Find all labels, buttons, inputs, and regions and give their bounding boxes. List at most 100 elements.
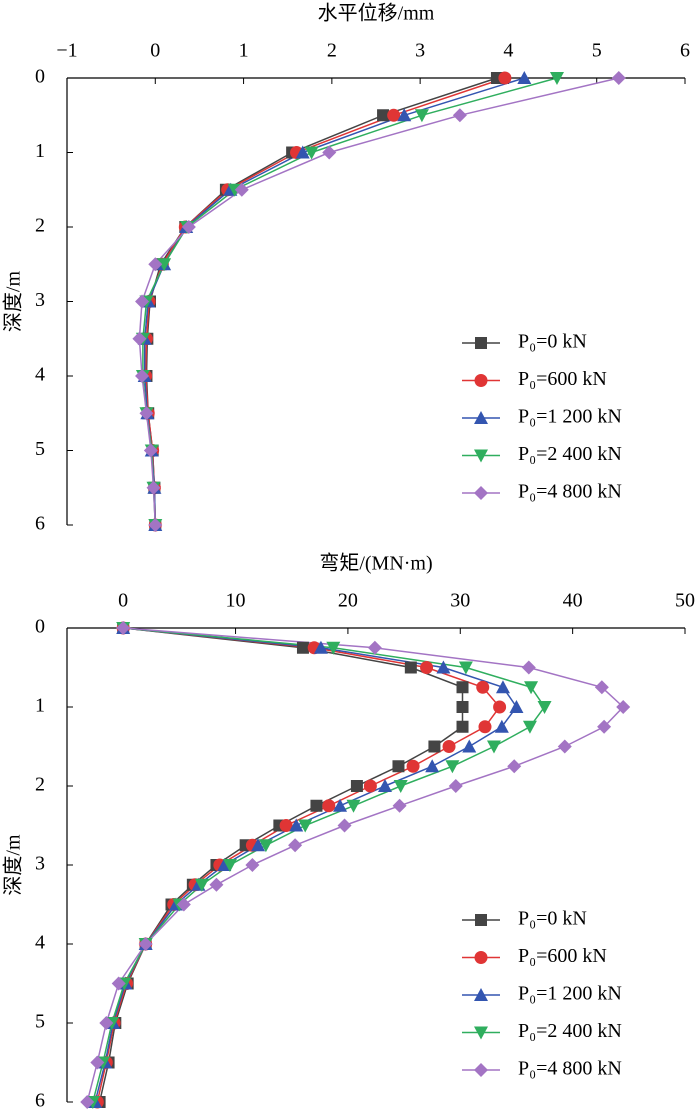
- marker: [337, 818, 352, 833]
- x-tick-label: 0: [118, 590, 128, 612]
- marker: [148, 518, 163, 532]
- marker: [452, 108, 467, 123]
- marker: [597, 719, 612, 734]
- marker: [295, 145, 310, 159]
- marker: [377, 779, 392, 792]
- marker: [157, 258, 172, 272]
- marker: [322, 799, 336, 813]
- marker: [222, 859, 237, 872]
- marker: [99, 1016, 114, 1030]
- marker: [495, 680, 510, 694]
- x-tick-label: 1: [239, 40, 249, 62]
- marker: [456, 720, 469, 733]
- marker: [304, 146, 319, 160]
- y-tick-label: 1: [35, 695, 45, 717]
- marker: [251, 838, 266, 852]
- legend-label: P₀=600 kN: [518, 368, 607, 390]
- series-line: [92, 627, 546, 1103]
- y-tick-label: 2: [35, 215, 45, 237]
- y-tick-label: 6: [35, 1090, 45, 1110]
- marker: [611, 71, 626, 85]
- series-line: [144, 77, 506, 526]
- marker: [476, 680, 490, 694]
- marker: [493, 700, 507, 714]
- marker: [393, 780, 408, 793]
- legend-marker: [474, 951, 488, 964]
- x-tick-label: 5: [592, 40, 602, 62]
- marker: [138, 937, 153, 951]
- marker: [442, 740, 456, 753]
- marker: [80, 1095, 95, 1109]
- marker: [616, 700, 631, 714]
- marker: [176, 897, 191, 912]
- legend-marker: [475, 914, 487, 926]
- chart-title: 弯矩/(MN·m): [319, 552, 432, 575]
- marker: [132, 331, 147, 346]
- legend-label: P₀=1 200 kN: [518, 406, 622, 428]
- marker: [549, 72, 564, 85]
- marker: [517, 71, 532, 84]
- x-tick-label: 10: [226, 590, 246, 612]
- legend-marker: [474, 374, 488, 387]
- y-tick-label: 1: [35, 140, 45, 162]
- legend-label: P₀=4 800 kN: [518, 1058, 622, 1080]
- y-tick-label: 4: [35, 364, 45, 386]
- x-tick-label: 30: [450, 590, 470, 612]
- marker: [494, 719, 509, 733]
- marker: [326, 641, 341, 655]
- marker: [367, 640, 382, 655]
- marker: [387, 108, 401, 122]
- legend-marker: [474, 449, 488, 463]
- legend-label: P₀=600 kN: [518, 945, 607, 967]
- marker: [420, 661, 434, 674]
- marker: [146, 480, 161, 495]
- marker: [181, 220, 196, 234]
- marker: [414, 109, 429, 123]
- marker: [507, 759, 522, 774]
- marker: [462, 739, 477, 753]
- marker: [436, 660, 451, 674]
- y-tick-label: 3: [35, 853, 45, 875]
- y-tick-label: 4: [35, 932, 45, 954]
- x-tick-label: 0: [150, 40, 160, 62]
- y-tick-label: 5: [35, 1011, 45, 1033]
- legend-marker: [475, 337, 487, 349]
- x-tick-label: 40: [563, 590, 583, 612]
- marker: [363, 779, 377, 793]
- marker: [245, 858, 260, 872]
- y-axis-label: 深度/m: [2, 271, 25, 333]
- x-tick-label: 50: [675, 590, 695, 612]
- marker: [448, 779, 463, 793]
- marker: [397, 108, 412, 122]
- marker: [90, 1055, 105, 1070]
- marker: [116, 621, 131, 635]
- marker: [594, 680, 609, 695]
- y-tick-label: 6: [35, 513, 45, 535]
- marker: [135, 294, 150, 309]
- marker: [486, 740, 501, 754]
- marker: [258, 839, 273, 853]
- x-tick-label: −1: [56, 40, 77, 62]
- y-tick-label: 2: [35, 774, 45, 796]
- marker: [456, 681, 469, 694]
- marker: [279, 819, 293, 832]
- y-tick-label: 5: [35, 438, 45, 460]
- legend-label: P₀=4 800 kN: [518, 481, 622, 503]
- marker: [111, 976, 126, 991]
- marker: [509, 700, 524, 713]
- series-line: [96, 627, 501, 1103]
- legend-marker: [474, 1063, 488, 1077]
- marker: [350, 780, 363, 792]
- marker: [322, 145, 337, 160]
- series-line: [142, 77, 558, 526]
- marker: [346, 799, 361, 813]
- y-tick-label: 3: [35, 289, 45, 311]
- marker: [522, 720, 537, 734]
- y-axis-label: 深度/m: [2, 834, 25, 896]
- legend-label: P₀=0 kN: [518, 908, 587, 930]
- marker: [445, 760, 460, 774]
- marker: [521, 660, 536, 675]
- marker: [148, 257, 163, 272]
- legend-label: P₀=2 400 kN: [518, 1020, 622, 1042]
- marker: [333, 798, 348, 812]
